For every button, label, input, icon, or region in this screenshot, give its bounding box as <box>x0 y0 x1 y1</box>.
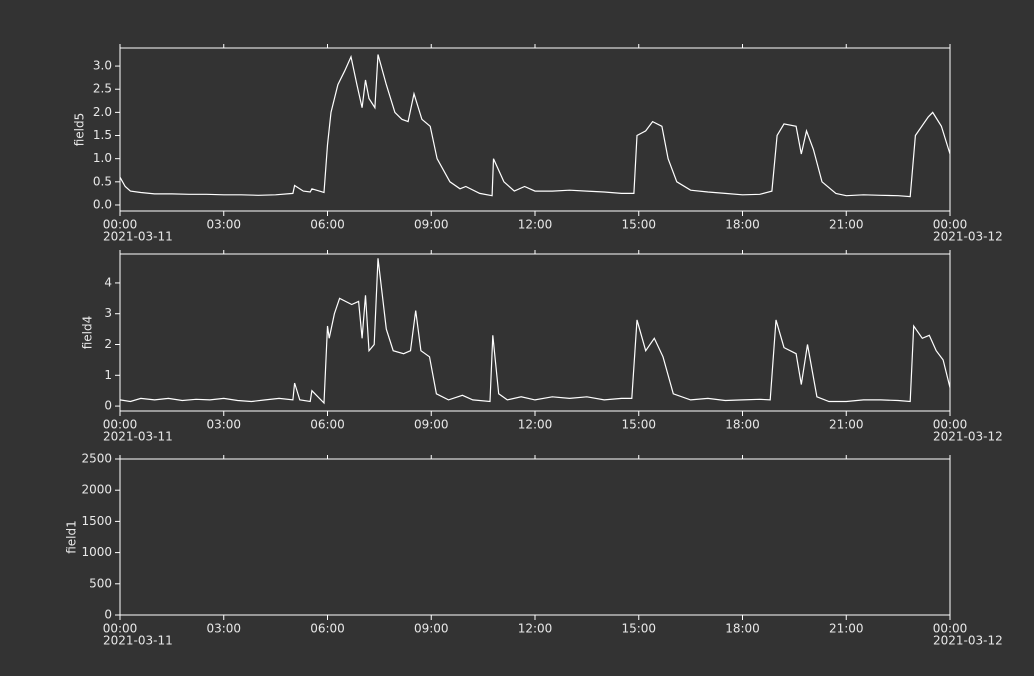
x-date-label: 2021-03-12 <box>933 230 1003 244</box>
x-tick-label: 00:00 <box>103 218 138 232</box>
x-tick-label: 18:00 <box>725 622 760 636</box>
x-tick-label: 03:00 <box>206 622 241 636</box>
data-line <box>119 258 951 405</box>
x-tick-label: 15:00 <box>621 218 656 232</box>
plot-frame <box>119 458 951 616</box>
x-date-label: 2021-03-12 <box>933 430 1003 444</box>
plot-frame <box>119 47 951 212</box>
x-tick-label: 06:00 <box>310 622 345 636</box>
y-tick-label: 1.0 <box>93 151 112 165</box>
y-axis-label: field5 <box>73 113 87 147</box>
y-tick-label: 1500 <box>81 514 112 528</box>
x-tick-label: 00:00 <box>103 418 138 432</box>
y-tick-label: 2.5 <box>93 82 112 96</box>
x-tick-label: 03:00 <box>206 418 241 432</box>
x-tick-label: 00:00 <box>933 418 968 432</box>
y-tick-label: 2 <box>104 337 112 351</box>
x-tick-label: 06:00 <box>310 218 345 232</box>
x-tick-label: 09:00 <box>414 218 449 232</box>
y-tick-label: 0 <box>104 399 112 413</box>
x-tick-label: 21:00 <box>829 218 864 232</box>
y-tick-label: 3 <box>104 306 112 320</box>
plot-frame <box>119 253 951 412</box>
x-date-label: 2021-03-11 <box>103 230 173 244</box>
y-tick-label: 4 <box>104 275 112 289</box>
x-tick-label: 00:00 <box>103 622 138 636</box>
y-tick-label: 0.5 <box>93 174 112 188</box>
x-tick-label: 18:00 <box>725 418 760 432</box>
y-tick-label: 1000 <box>81 545 112 559</box>
x-tick-label: 12:00 <box>518 418 553 432</box>
x-tick-label: 09:00 <box>414 418 449 432</box>
x-tick-label: 12:00 <box>518 622 553 636</box>
y-tick-label: 2500 <box>81 452 112 466</box>
x-tick-label: 21:00 <box>829 418 864 432</box>
y-tick-label: 2.0 <box>93 105 112 119</box>
y-tick-label: 1.5 <box>93 128 112 142</box>
x-tick-label: 09:00 <box>414 622 449 636</box>
y-tick-label: 0.0 <box>93 197 112 211</box>
x-tick-label: 18:00 <box>725 218 760 232</box>
x-tick-label: 12:00 <box>518 218 553 232</box>
x-date-label: 2021-03-11 <box>103 634 173 648</box>
x-date-label: 2021-03-12 <box>933 634 1003 648</box>
x-tick-label: 03:00 <box>206 218 241 232</box>
y-axis-label: field4 <box>81 316 95 350</box>
x-tick-label: 06:00 <box>310 418 345 432</box>
y-axis-label: field1 <box>65 520 79 554</box>
x-tick-label: 00:00 <box>933 218 968 232</box>
x-tick-label: 00:00 <box>933 622 968 636</box>
x-date-label: 2021-03-11 <box>103 430 173 444</box>
x-tick-label: 21:00 <box>829 622 864 636</box>
y-tick-label: 0 <box>104 608 112 622</box>
x-tick-label: 15:00 <box>621 418 656 432</box>
data-line <box>119 54 951 198</box>
y-tick-label: 2000 <box>81 483 112 497</box>
y-tick-label: 1 <box>104 368 112 382</box>
y-tick-label: 500 <box>89 576 112 590</box>
x-tick-label: 15:00 <box>621 622 656 636</box>
y-tick-label: 3.0 <box>93 59 112 73</box>
